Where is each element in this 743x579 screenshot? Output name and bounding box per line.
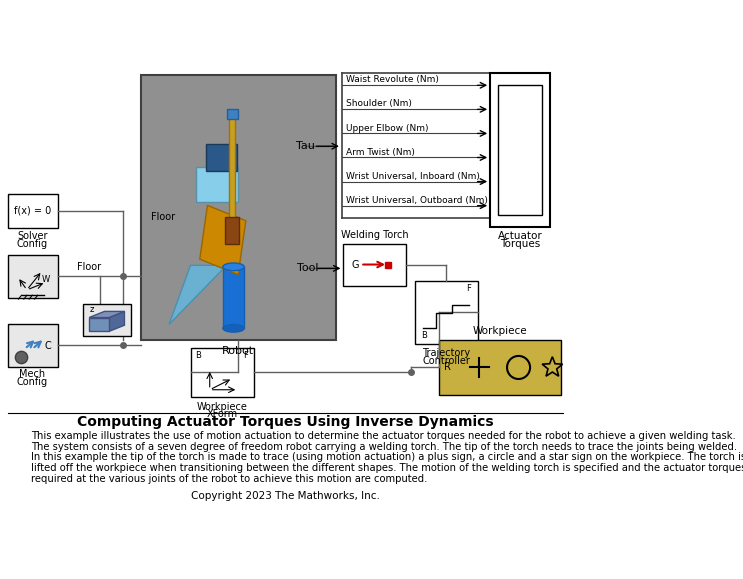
Bar	[227, 109, 239, 119]
Text: f(x) = 0: f(x) = 0	[13, 206, 51, 216]
Text: Upper Elbow (Nm): Upper Elbow (Nm)	[345, 123, 428, 133]
Text: Config: Config	[16, 239, 48, 249]
Polygon shape	[200, 206, 246, 274]
Text: This example illustrates the use of motion actuation to determine the actuator t: This example illustrates the use of moti…	[30, 431, 736, 441]
Text: Shoulder (Nm): Shoulder (Nm)	[345, 100, 412, 108]
Text: C: C	[45, 341, 51, 351]
Text: Computing Actuator Torques Using Inverse Dynamics: Computing Actuator Torques Using Inverse…	[77, 415, 493, 429]
Text: Welding Torch: Welding Torch	[341, 229, 409, 240]
Bar	[7, 324, 58, 367]
Text: W: W	[42, 276, 51, 284]
Text: Workpiece: Workpiece	[197, 402, 247, 412]
Text: Arm Twist (Nm): Arm Twist (Nm)	[345, 148, 415, 156]
Text: required at the various joints of the robot to achieve this motion are computed.: required at the various joints of the ro…	[30, 474, 427, 484]
Bar	[225, 217, 239, 244]
Text: B: B	[421, 332, 427, 340]
Text: R: R	[444, 362, 451, 372]
Bar	[490, 74, 550, 227]
Text: XForm: XForm	[207, 409, 238, 419]
Text: Robot: Robot	[222, 346, 254, 356]
Text: Floor: Floor	[152, 212, 175, 222]
Text: Trajectory: Trajectory	[422, 348, 470, 358]
Text: Wrist Universal, Outboard (Nm): Wrist Universal, Outboard (Nm)	[345, 196, 487, 205]
Text: Wrist Universal, Inboard (Nm): Wrist Universal, Inboard (Nm)	[345, 172, 479, 181]
Bar	[7, 255, 58, 298]
Text: The system consists of a seven degree of freedom robot carrying a welding torch.: The system consists of a seven degree of…	[30, 442, 737, 452]
Ellipse shape	[223, 263, 244, 270]
Bar	[439, 340, 561, 395]
Bar	[7, 194, 58, 229]
Bar	[223, 267, 244, 328]
Bar	[196, 167, 239, 201]
Ellipse shape	[223, 324, 244, 332]
Text: Workpiece: Workpiece	[473, 325, 528, 336]
Polygon shape	[169, 265, 227, 324]
Text: B: B	[195, 351, 201, 360]
Bar	[415, 281, 478, 344]
Text: z: z	[90, 305, 94, 314]
Bar	[229, 113, 235, 229]
Text: Copyright 2023 The Mathworks, Inc.: Copyright 2023 The Mathworks, Inc.	[190, 491, 380, 501]
Text: Config: Config	[16, 377, 48, 387]
Bar	[206, 144, 236, 171]
Circle shape	[16, 351, 27, 364]
Bar	[498, 85, 542, 215]
Polygon shape	[89, 312, 125, 317]
Text: G: G	[351, 259, 359, 270]
Text: Mech: Mech	[19, 369, 45, 379]
Text: Waist Revolute (Nm): Waist Revolute (Nm)	[345, 75, 438, 85]
Text: Tau: Tau	[296, 141, 315, 151]
Polygon shape	[89, 317, 109, 331]
Text: Actuator: Actuator	[498, 231, 542, 241]
Text: Floor: Floor	[77, 262, 101, 272]
Text: F: F	[466, 284, 471, 293]
Bar	[140, 75, 337, 340]
Text: In this example the tip of the torch is made to trace (using motion actuation) a: In this example the tip of the torch is …	[30, 452, 743, 463]
Bar	[83, 304, 131, 336]
Text: F: F	[244, 351, 248, 360]
Text: Controller: Controller	[423, 356, 470, 365]
Text: Solver: Solver	[17, 231, 48, 241]
Bar	[190, 347, 253, 397]
Polygon shape	[109, 312, 125, 331]
Text: Tool: Tool	[296, 263, 318, 273]
Bar	[343, 244, 406, 286]
Text: Torques: Torques	[500, 239, 540, 249]
Text: lifted off the workpiece when transitioning between the different shapes. The mo: lifted off the workpiece when transition…	[30, 463, 743, 473]
